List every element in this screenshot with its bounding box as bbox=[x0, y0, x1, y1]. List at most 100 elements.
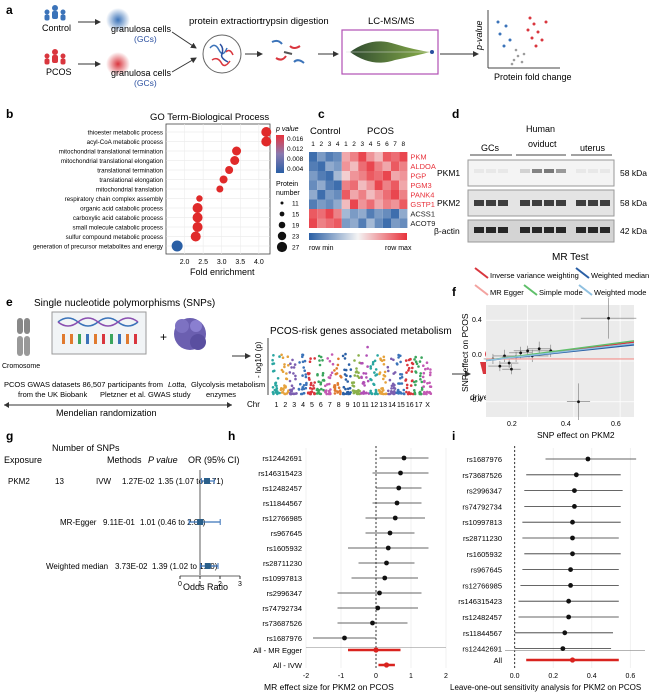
manhattan-chr-tick: 11 bbox=[362, 402, 369, 409]
manhattan-point bbox=[357, 388, 360, 392]
manhattan-point bbox=[316, 373, 319, 377]
manhattan-point bbox=[299, 382, 302, 386]
heatmap-pcos-label: PCOS bbox=[367, 126, 394, 137]
g-row-pvalue: 1.27E-02 bbox=[122, 477, 155, 486]
manhattan-point bbox=[346, 390, 350, 394]
heatmap-cell bbox=[350, 180, 359, 190]
heatmap-cell bbox=[350, 199, 359, 209]
manhattan-point bbox=[424, 367, 427, 371]
manhattan-point bbox=[285, 372, 288, 375]
g-row-pvalue: 3.73E-02 bbox=[115, 562, 148, 571]
blot-band-pkm2 bbox=[486, 200, 496, 206]
heatmap-cell bbox=[374, 199, 383, 209]
b-term-label: organic acid catabolic process bbox=[80, 206, 163, 213]
blot-band-pkm1 bbox=[544, 169, 554, 173]
heatmap-cell bbox=[374, 171, 383, 181]
manhattan-point bbox=[274, 391, 278, 394]
heatmap-cell bbox=[333, 190, 342, 200]
gwas-text-1b: Lotta, bbox=[168, 380, 187, 389]
manhattan-point bbox=[271, 358, 274, 362]
legend-n-title: Protein bbox=[276, 181, 298, 188]
heatmap-cell bbox=[317, 190, 326, 200]
i-xlabel: Leave-one-out sensitivity analysis for P… bbox=[450, 683, 641, 692]
h-row-label: All - IVW bbox=[273, 661, 303, 670]
heatmap-col-label: 5 bbox=[377, 141, 381, 148]
manhattan-chr-tick: 15 bbox=[397, 402, 405, 409]
heatmap-cell bbox=[317, 171, 326, 181]
manhattan-point bbox=[422, 371, 426, 375]
i-row-label: rs2996347 bbox=[467, 487, 502, 496]
g-row-or: 1.39 (1.02 to 1.90) bbox=[152, 562, 218, 571]
heatmap-gene-label: PGM3 bbox=[410, 181, 431, 190]
blot-row-pkm1: PKM1 bbox=[437, 168, 460, 178]
f-point bbox=[507, 361, 511, 365]
h-estimate bbox=[377, 590, 382, 596]
heatmap-cell bbox=[325, 209, 334, 219]
heatmap-cell bbox=[333, 171, 342, 181]
legend-p-colorbar bbox=[276, 135, 284, 173]
volcano-xlabel: Protein fold change bbox=[494, 72, 572, 82]
manhattan-point bbox=[404, 379, 407, 382]
h-xtick: -2 bbox=[303, 673, 309, 680]
legend-size-label: 15 bbox=[292, 212, 300, 219]
pcos-people-icon bbox=[44, 49, 66, 65]
panel-b-title: GO Term-Biological Process bbox=[150, 112, 269, 123]
h-row-label: rs28711230 bbox=[263, 559, 302, 568]
manhattan-point bbox=[414, 380, 418, 383]
manhattan-point bbox=[278, 355, 281, 358]
volcano-ylabel: p-value bbox=[474, 20, 484, 51]
manhattan-point bbox=[399, 376, 402, 380]
manhattan-point bbox=[288, 371, 292, 374]
manhattan-ylabel: - log10 (p) bbox=[254, 341, 263, 378]
h-row-label: rs12442691 bbox=[262, 454, 302, 463]
manhattan-point bbox=[284, 392, 287, 396]
manhattan-point bbox=[330, 371, 334, 375]
volcano-plot bbox=[487, 10, 560, 69]
b-dot bbox=[261, 127, 272, 137]
legend-p-tick-2: 0.012 bbox=[287, 146, 304, 153]
manhattan-point bbox=[344, 378, 348, 381]
blot-band-pkm2 bbox=[498, 200, 508, 206]
h-xtick: 0 bbox=[374, 673, 378, 680]
manhattan-point bbox=[324, 384, 327, 388]
manhattan-chr-tick: 2 bbox=[283, 402, 287, 409]
i-forest-plot: rs1687976 rs73687526 rs2996347 rs74792734 rs… bbox=[458, 446, 645, 680]
h-estimate bbox=[394, 500, 400, 506]
manhattan-point bbox=[366, 365, 369, 368]
heatmap-cell bbox=[325, 152, 334, 162]
legend-size-dot bbox=[276, 241, 288, 253]
heatmap-col-label: 2 bbox=[319, 141, 323, 148]
heatmap-cell bbox=[309, 218, 318, 228]
manhattan-point bbox=[400, 382, 404, 385]
manhattan-point bbox=[413, 389, 416, 392]
manhattan-point bbox=[301, 386, 305, 389]
blot-band-pkm1 bbox=[498, 169, 508, 173]
manhattan-point bbox=[414, 360, 418, 364]
b-term-label: respiratory chain complex assembly bbox=[65, 196, 164, 203]
manhattan-point bbox=[423, 390, 426, 394]
heatmap-cell bbox=[325, 180, 334, 190]
manhattan-chr-label: Chr bbox=[247, 400, 260, 409]
b-dot bbox=[190, 231, 201, 242]
manhattan-point bbox=[280, 353, 283, 357]
h-estimate bbox=[398, 470, 403, 476]
i-row-label: rs967645 bbox=[471, 566, 502, 575]
manhattan-point bbox=[393, 371, 397, 374]
manhattan-point bbox=[301, 374, 304, 377]
h-row-label: rs2996347 bbox=[267, 589, 302, 598]
g-xtick: 1 bbox=[198, 581, 202, 588]
heatmap-cell bbox=[350, 152, 359, 162]
f-xtick-2: 0.4 bbox=[561, 421, 571, 428]
heatmap-cell bbox=[382, 209, 391, 219]
b-term-label: acyl-CoA metabolic process bbox=[87, 139, 163, 146]
manhattan-point bbox=[360, 392, 363, 395]
manhattan-point bbox=[326, 357, 330, 360]
blot-band-pkm1 bbox=[520, 169, 530, 173]
manhattan-point bbox=[291, 392, 295, 396]
manhattan-point bbox=[288, 379, 292, 383]
legend-wmedian-swatch bbox=[575, 267, 590, 279]
f-point bbox=[519, 351, 523, 355]
manhattan-point bbox=[291, 358, 294, 362]
gc-label-1: granulosa cells bbox=[111, 24, 172, 34]
